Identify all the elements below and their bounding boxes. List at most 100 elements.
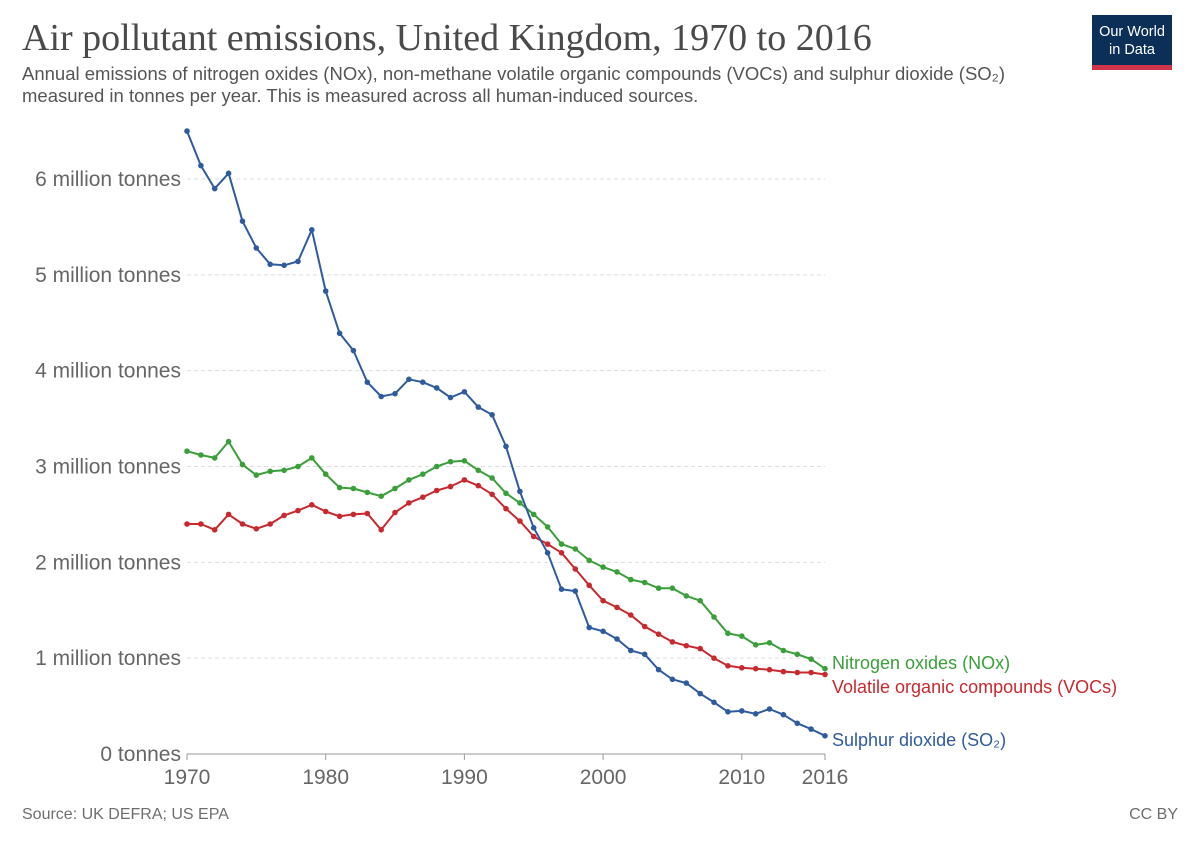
data-point[interactable] [711, 699, 717, 706]
data-point[interactable] [683, 642, 690, 649]
data-point[interactable] [420, 379, 426, 386]
data-point[interactable] [808, 669, 814, 676]
data-point[interactable] [641, 651, 648, 658]
data-point[interactable] [309, 227, 315, 233]
series-label[interactable]: Nitrogen oxides (NOx) [832, 653, 1010, 673]
data-point[interactable] [378, 393, 385, 400]
data-point[interactable] [614, 636, 620, 642]
series-label[interactable]: Volatile organic compounds (VOCs) [832, 677, 1117, 697]
data-point[interactable] [475, 467, 482, 474]
data-point[interactable] [655, 666, 662, 673]
data-point[interactable] [253, 472, 260, 478]
data-point[interactable] [572, 588, 579, 594]
data-point[interactable] [517, 518, 523, 524]
data-point[interactable] [683, 680, 690, 686]
data-point[interactable] [336, 484, 343, 491]
data-point[interactable] [794, 720, 801, 727]
data-point[interactable] [752, 711, 759, 717]
data-point[interactable] [364, 489, 371, 496]
data-point[interactable] [600, 564, 606, 570]
data-point[interactable] [322, 508, 329, 515]
data-point[interactable] [822, 733, 828, 739]
data-point[interactable] [267, 261, 274, 268]
data-point[interactable] [725, 630, 731, 637]
data-point[interactable] [558, 541, 565, 547]
data-point[interactable] [475, 482, 482, 489]
data-point[interactable] [392, 509, 398, 516]
data-point[interactable] [683, 593, 690, 599]
source-note[interactable]: Source: UK DEFRA; US EPA [22, 806, 229, 823]
data-point[interactable] [503, 505, 509, 512]
data-point[interactable] [489, 475, 495, 481]
data-point[interactable] [530, 533, 537, 540]
data-point[interactable] [253, 526, 260, 532]
data-point[interactable] [544, 541, 551, 547]
data-point[interactable] [725, 663, 731, 669]
data-point[interactable] [530, 511, 537, 518]
data-point[interactable] [794, 651, 801, 658]
data-point[interactable] [780, 711, 787, 718]
data-point[interactable] [239, 521, 246, 527]
data-point[interactable] [739, 708, 745, 714]
data-point[interactable] [461, 389, 468, 395]
data-point[interactable] [184, 128, 190, 134]
data-point[interactable] [600, 628, 606, 635]
data-point[interactable] [281, 467, 287, 474]
data-point[interactable] [225, 438, 232, 445]
data-point[interactable] [267, 521, 274, 527]
data-point[interactable] [211, 185, 218, 192]
data-point[interactable] [225, 511, 232, 518]
data-point[interactable] [447, 483, 454, 490]
data-point[interactable] [239, 218, 246, 224]
data-point[interactable] [586, 624, 592, 631]
data-point[interactable] [641, 623, 648, 630]
data-point[interactable] [572, 566, 579, 572]
data-point[interactable] [350, 511, 357, 518]
data-point[interactable] [766, 706, 773, 712]
data-point[interactable] [184, 448, 190, 455]
data-point[interactable] [392, 485, 398, 492]
data-point[interactable] [461, 458, 468, 464]
data-point[interactable] [198, 162, 204, 169]
data-point[interactable] [211, 527, 218, 533]
data-point[interactable] [475, 404, 482, 410]
data-point[interactable] [420, 471, 426, 478]
data-point[interactable] [198, 452, 204, 458]
data-point[interactable] [711, 655, 717, 661]
data-point[interactable] [794, 669, 801, 676]
data-point[interactable] [711, 614, 717, 620]
data-point[interactable] [697, 597, 703, 604]
data-point[interactable] [655, 585, 662, 591]
data-point[interactable] [364, 510, 371, 517]
data-point[interactable] [295, 507, 301, 514]
data-point[interactable] [669, 676, 676, 683]
data-point[interactable] [336, 513, 343, 520]
data-point[interactable] [489, 412, 495, 418]
license-note[interactable]: CC BY [1129, 806, 1178, 823]
data-point[interactable] [655, 631, 662, 637]
data-point[interactable] [739, 633, 745, 639]
data-point[interactable] [766, 666, 773, 673]
data-point[interactable] [198, 521, 204, 527]
data-point[interactable] [378, 527, 385, 533]
data-point[interactable] [669, 585, 676, 591]
data-point[interactable] [752, 642, 759, 648]
data-point[interactable] [558, 586, 565, 592]
data-point[interactable] [628, 612, 634, 618]
data-point[interactable] [628, 576, 634, 583]
data-point[interactable] [322, 471, 329, 478]
data-point[interactable] [239, 461, 246, 468]
data-point[interactable] [225, 170, 232, 177]
data-point[interactable] [544, 550, 551, 556]
data-point[interactable] [406, 500, 412, 506]
data-point[interactable] [336, 330, 343, 337]
data-point[interactable] [641, 579, 648, 586]
owid-logo[interactable]: Our World in Data [1092, 15, 1172, 70]
data-point[interactable] [503, 490, 509, 497]
data-point[interactable] [392, 390, 398, 397]
data-point[interactable] [766, 640, 773, 646]
data-point[interactable] [808, 656, 814, 662]
data-point[interactable] [461, 477, 468, 483]
data-point[interactable] [739, 665, 745, 671]
data-point[interactable] [350, 485, 357, 492]
